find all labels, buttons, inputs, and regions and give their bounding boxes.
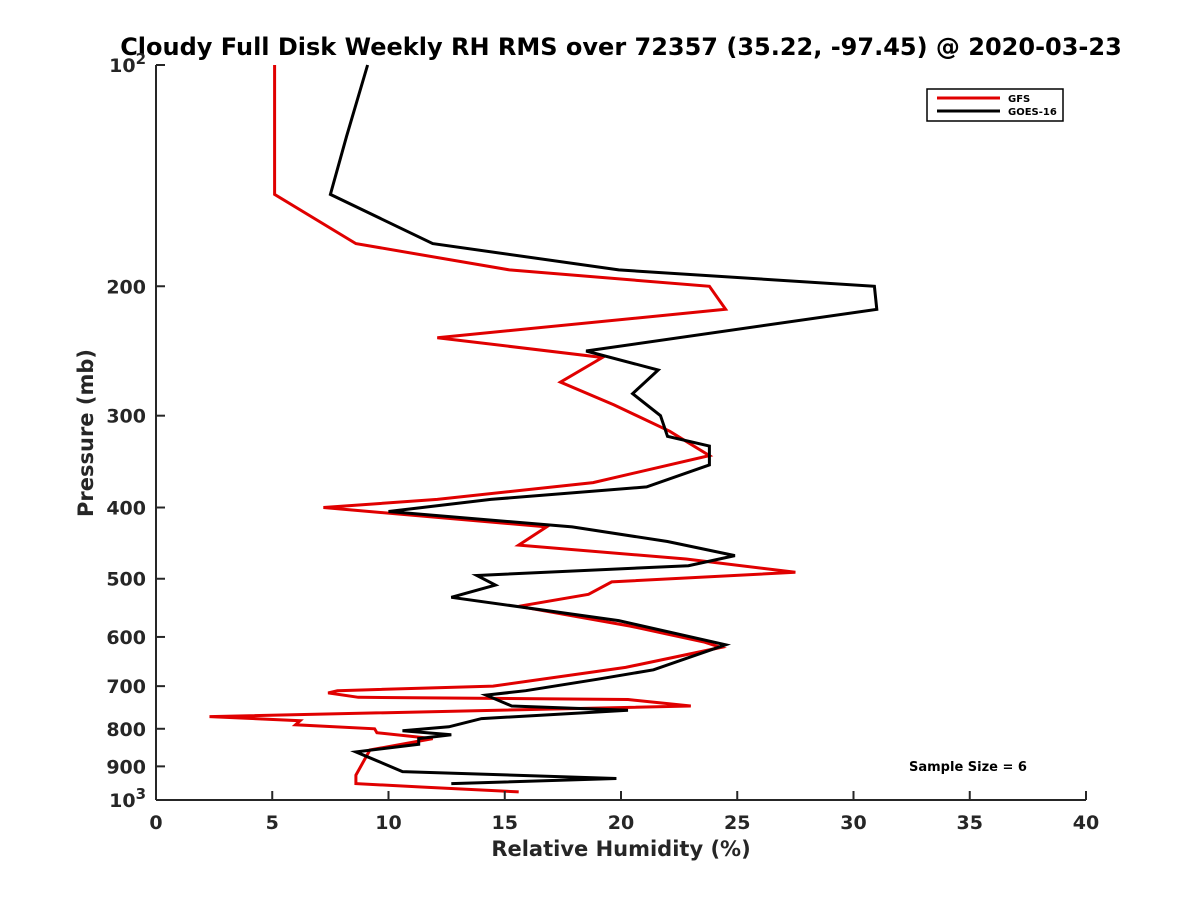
x-tick-label: 40 [1073,812,1099,834]
y-tick-label: 103 [109,785,146,812]
y-tick-label: 800 [106,719,146,741]
series-layer [209,64,879,794]
y-axis-label: Pressure (mb) [74,349,98,517]
legend-label-goes16: GOES-16 [1008,107,1057,118]
y-tick-label: 600 [106,627,146,649]
series-line-gfs [209,65,796,794]
x-tick-label: 5 [266,812,279,834]
y-tick-label: 200 [106,276,146,298]
legend-label-gfs: GFS [1008,94,1030,105]
x-tick-label: 35 [957,812,983,834]
y-tick-label: 400 [106,498,146,520]
x-tick-label: 10 [375,812,401,834]
legend-box [926,88,1064,122]
x-tick-label: 25 [724,812,750,834]
legend: GFS GOES-16 [926,88,1064,122]
x-tick-label: 0 [149,812,162,834]
y-tick-label: 700 [106,676,146,698]
x-tick-label: 15 [492,812,518,834]
chart-title: Cloudy Full Disk Weekly RH RMS over 7235… [120,33,1122,61]
axes: 0 5 10 15 20 25 30 35 40 102 200 300 400 500 600 700 800… [106,50,1099,834]
y-tick-label: 102 [109,50,146,77]
y-tick-label: 900 [106,756,146,778]
y-tick-label: 500 [106,569,146,591]
x-axis-label: Relative Humidity (%) [491,837,750,861]
x-tick-label: 20 [608,812,634,834]
x-tick-label: 30 [840,812,866,834]
y-tick-label: 300 [106,406,146,428]
series-line-goes16 [328,64,879,786]
sample-size-note: Sample Size = 6 [909,760,1027,775]
